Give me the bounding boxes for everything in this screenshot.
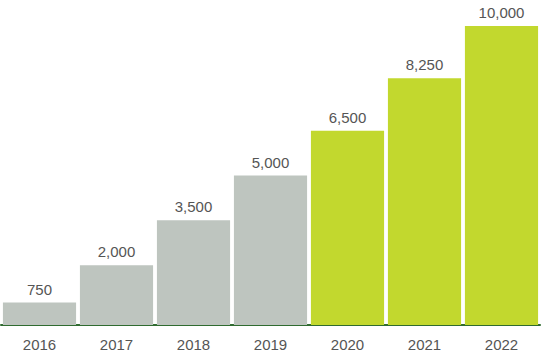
svg-text:3,500: 3,500 [175,198,213,215]
svg-text:8,250: 8,250 [406,56,444,73]
svg-text:2017: 2017 [100,336,133,353]
svg-text:2,000: 2,000 [98,243,136,260]
svg-text:2022: 2022 [485,336,518,353]
svg-text:10,000: 10,000 [479,4,525,21]
svg-text:2020: 2020 [331,336,364,353]
svg-text:2019: 2019 [254,336,287,353]
svg-text:2016: 2016 [23,336,56,353]
svg-text:2018: 2018 [177,336,210,353]
svg-text:6,500: 6,500 [329,109,367,126]
svg-text:750: 750 [27,281,52,298]
svg-text:5,000: 5,000 [252,154,290,171]
svg-text:2021: 2021 [408,336,441,353]
